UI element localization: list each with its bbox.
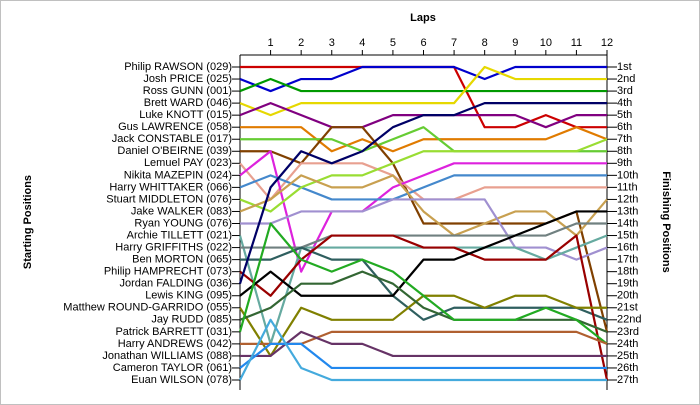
y2-tick-label: 25th: [617, 350, 638, 362]
y-axis-label: Starting Positions: [22, 175, 34, 269]
x-tick-label: 1: [268, 37, 274, 49]
series-line: [239, 138, 608, 213]
y2-tick-label: 17th: [617, 254, 638, 266]
y2-tick-label: 2nd: [617, 73, 635, 85]
x-tick-label: 4: [359, 37, 365, 49]
y2-tick-label: 6th: [617, 121, 632, 133]
x-tick-label: 7: [451, 37, 457, 49]
series-label: Cameron TAYLOR (061): [113, 362, 232, 374]
y2-tick-label: 5th: [617, 109, 632, 121]
series-label: Harry WHITTAKER (066): [109, 181, 232, 193]
series-label: Jack CONSTABLE (017): [112, 133, 232, 145]
series-label: Jay RUDD (085): [151, 314, 232, 326]
series-label: Jordan FALDING (036): [120, 278, 233, 290]
series-line: [239, 318, 607, 382]
series-line: [239, 342, 607, 370]
series-line: [239, 210, 607, 297]
x-tick-label: 2: [298, 37, 304, 49]
series-line: [240, 126, 608, 153]
series-label: Archie TILLETT (021): [127, 229, 232, 241]
series-label: Luke KNOTT (015): [139, 109, 232, 121]
y2-tick-label: 19th: [617, 278, 638, 290]
y2-tick-label: 23rd: [617, 326, 639, 338]
y2-axis-label: Finishing Positions: [660, 171, 672, 272]
series-label: Euan WILSON (078): [131, 374, 232, 386]
series-label: Jonathan WILLIAMS (088): [102, 350, 232, 362]
series-line: [240, 330, 607, 358]
series-line: [239, 65, 607, 93]
series-label: Lewis KING (095): [145, 290, 232, 302]
y2-tick-label: 13th: [617, 205, 638, 217]
series-label: Harry ANDREWS (042): [118, 338, 232, 350]
y2-tick-label: 11th: [617, 181, 638, 193]
series-label: Matthew ROUND-GARRIDO (055): [63, 302, 232, 314]
series-label: Daniel O'BEIRNE (039): [117, 145, 232, 157]
x-tick-label: 5: [390, 37, 396, 49]
y2-tick-label: 21st: [617, 302, 638, 314]
x-tick-label: 8: [482, 37, 488, 49]
y2-tick-label: 10th: [617, 169, 638, 181]
series-label: Philip HAMPRECHT (073): [104, 266, 232, 278]
series-label: Jake WALKER (083): [131, 205, 232, 217]
series-label: Gus LAWRENCE (058): [118, 121, 232, 133]
y2-tick-label: 9th: [617, 157, 632, 169]
series-line: [240, 198, 608, 261]
series-label: Patrick BARRETT (031): [115, 326, 232, 338]
y2-tick-label: 27th: [617, 374, 638, 386]
series-label: Stuart MIDDLETON (076): [106, 193, 232, 205]
y2-tick-label: 4th: [617, 97, 632, 109]
x-tick-label: 10: [540, 37, 552, 49]
y2-tick-label: 18th: [617, 266, 638, 278]
series-line: [239, 77, 607, 93]
chart-title: Laps: [410, 12, 436, 24]
y2-tick-label: 3rd: [617, 85, 633, 97]
series-label: Nikita MAZEPIN (024): [124, 169, 232, 181]
y2-tick-label: 26th: [617, 362, 638, 374]
y2-tick-label: 14th: [617, 217, 638, 229]
series-label: Ben MORTON (065): [132, 254, 232, 266]
y2-tick-label: 8th: [617, 145, 632, 157]
x-tick-label: 3: [329, 37, 335, 49]
series-line: [238, 222, 608, 345]
y2-tick-label: 7th: [617, 133, 632, 145]
series-label: Philip RAWSON (029): [124, 61, 232, 73]
series-label: Ryan YOUNG (076): [134, 217, 232, 229]
y2-tick-label: 1st: [617, 61, 632, 73]
series-label: Brett WARD (046): [144, 97, 232, 109]
series-line: [239, 270, 608, 333]
y2-tick-label: 20th: [617, 290, 638, 302]
y2-tick-label: 16th: [617, 241, 638, 253]
series-line: [238, 102, 607, 285]
series-line: [239, 150, 607, 273]
x-tick-label: 12: [601, 37, 613, 49]
series-label: Harry GRIFFITHS (022): [115, 241, 232, 253]
y2-tick-label: 22nd: [617, 314, 641, 326]
x-tick-label: 9: [512, 37, 518, 49]
y2-tick-label: 15th: [617, 229, 638, 241]
series-line: [239, 65, 607, 117]
y2-tick-label: 24th: [617, 338, 638, 350]
series-line: [239, 174, 608, 237]
x-tick-label: 11: [571, 37, 582, 49]
series-label: Ross GUNN (001): [143, 85, 232, 97]
series-label: Josh PRICE (025): [143, 73, 232, 85]
x-tick-label: 6: [420, 37, 426, 49]
series-label: Lemuel PAY (023): [144, 157, 232, 169]
y2-tick-label: 12th: [617, 193, 638, 205]
